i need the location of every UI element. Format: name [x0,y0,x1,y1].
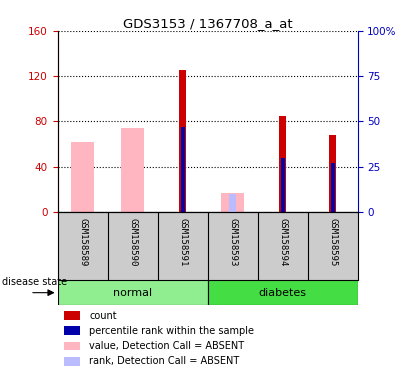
Bar [64,357,80,366]
Bar [64,341,80,351]
Text: GSM158591: GSM158591 [178,218,187,266]
Bar [179,70,186,212]
Text: count: count [89,311,117,321]
Text: GSM158593: GSM158593 [228,218,237,266]
Text: rank, Detection Call = ABSENT: rank, Detection Call = ABSENT [89,356,239,366]
Bar [180,127,185,212]
Text: GSM158595: GSM158595 [328,218,337,266]
Bar [221,193,244,212]
Bar [330,163,335,212]
Text: GSM158590: GSM158590 [128,218,137,266]
Bar [64,326,80,335]
Bar [208,280,358,305]
Title: GDS3153 / 1367708_a_at: GDS3153 / 1367708_a_at [123,17,292,30]
Text: GSM158594: GSM158594 [278,218,287,266]
Bar [229,194,236,212]
Text: GSM158589: GSM158589 [78,218,87,266]
Text: value, Detection Call = ABSENT: value, Detection Call = ABSENT [89,341,244,351]
Text: normal: normal [113,288,152,298]
Bar [329,135,336,212]
Bar [58,280,208,305]
Bar [64,311,80,320]
Text: percentile rank within the sample: percentile rank within the sample [89,326,254,336]
Bar [121,128,144,212]
Text: disease state: disease state [2,277,67,287]
Bar [281,158,284,212]
Text: diabetes: diabetes [259,288,307,298]
Bar [279,116,286,212]
Bar [71,142,94,212]
